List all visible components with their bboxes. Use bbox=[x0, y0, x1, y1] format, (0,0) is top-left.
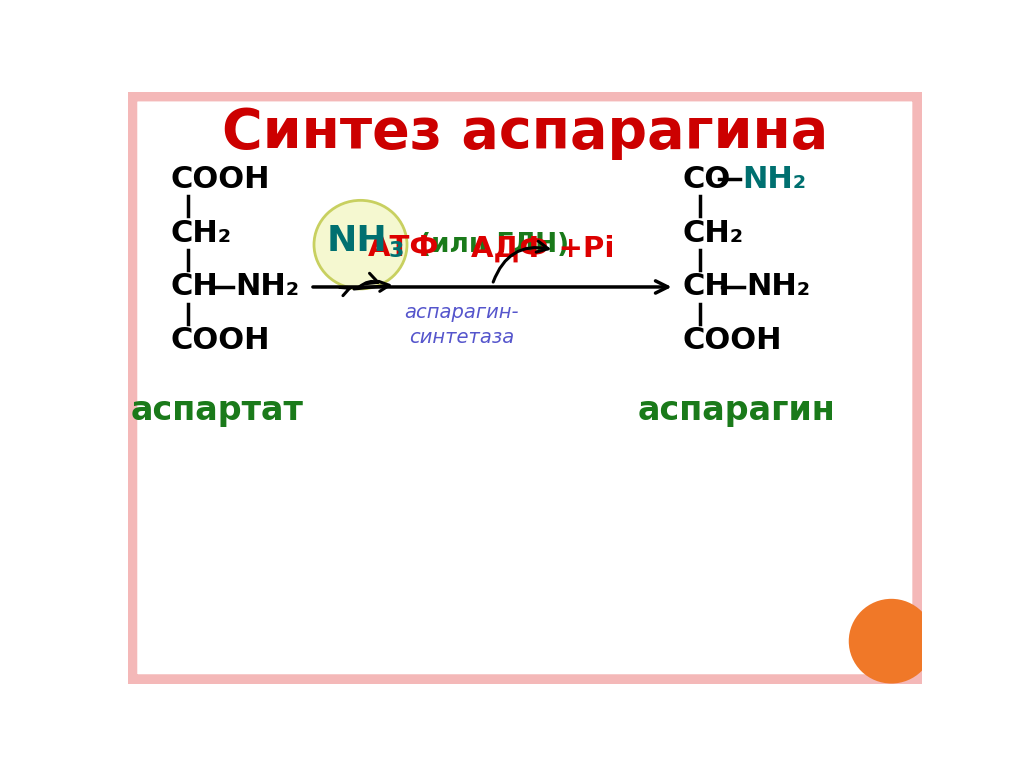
Text: аспартат: аспартат bbox=[131, 394, 303, 427]
Text: АТФ: АТФ bbox=[368, 234, 439, 263]
Text: CO: CO bbox=[682, 164, 730, 194]
Text: (или ГЛН): (или ГЛН) bbox=[419, 232, 568, 257]
Text: COOH: COOH bbox=[682, 326, 781, 356]
Text: CH: CH bbox=[682, 273, 730, 302]
Text: Синтез аспарагина: Синтез аспарагина bbox=[221, 106, 828, 160]
Text: АДФ +Pi: АДФ +Pi bbox=[471, 234, 614, 263]
Text: NH₂: NH₂ bbox=[746, 273, 811, 302]
Text: 3: 3 bbox=[388, 241, 403, 261]
FancyBboxPatch shape bbox=[130, 94, 920, 681]
Ellipse shape bbox=[314, 200, 407, 289]
Text: NH₂: NH₂ bbox=[234, 273, 299, 302]
Text: NH₂: NH₂ bbox=[742, 164, 807, 194]
Text: аспарагин-
синтетаза: аспарагин- синтетаза bbox=[404, 303, 518, 347]
Text: COOH: COOH bbox=[171, 326, 270, 356]
Text: NH: NH bbox=[327, 223, 387, 258]
Text: CH: CH bbox=[171, 273, 218, 302]
Circle shape bbox=[849, 599, 934, 684]
Text: аспарагин: аспарагин bbox=[638, 394, 836, 427]
Text: COOH: COOH bbox=[171, 164, 270, 194]
Text: CH₂: CH₂ bbox=[682, 219, 743, 247]
Text: CH₂: CH₂ bbox=[171, 219, 231, 247]
